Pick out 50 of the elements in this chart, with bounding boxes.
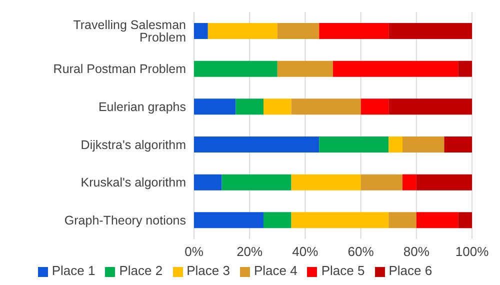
x-tick-label: 0% (184, 244, 204, 260)
bar (264, 98, 292, 115)
bar (291, 212, 389, 228)
x-tick-label: 20% (236, 244, 264, 260)
bar (402, 136, 444, 152)
bar (264, 212, 292, 228)
legend-label: Place 4 (254, 263, 298, 278)
x-tick-label: 100% (455, 244, 490, 260)
bar (291, 174, 361, 190)
bar (291, 98, 361, 115)
bar (333, 60, 458, 77)
bar (388, 98, 472, 115)
legend-label: Place 3 (186, 263, 230, 278)
x-tick-label: 60% (348, 244, 374, 260)
bar (360, 174, 402, 190)
y-tick-label: Rural Postman Problem (53, 62, 186, 76)
bar (194, 23, 208, 39)
bar (194, 60, 278, 77)
bar (444, 136, 472, 152)
legend-label: Place 2 (119, 263, 163, 278)
bar (319, 136, 389, 152)
bar (194, 174, 222, 190)
legend-label: Place 1 (52, 263, 96, 278)
x-tick-label: 80% (403, 244, 430, 260)
y-tick-label: Eulerian graphs (98, 100, 186, 114)
x-tick-label: 40% (292, 244, 319, 260)
y-tick-label: Dijkstra's algorithm (80, 138, 186, 152)
bar (388, 23, 472, 39)
bar (388, 212, 416, 228)
bar (194, 136, 320, 152)
bar (319, 23, 389, 39)
bar (388, 136, 402, 152)
y-tick-label: Kruskal's algorithm (80, 176, 186, 190)
bar (416, 212, 458, 228)
legend-label: Place 6 (388, 263, 432, 278)
bar (402, 174, 416, 190)
bar (360, 98, 389, 115)
bar (416, 174, 472, 190)
y-tick-label: Travelling Salesman Problem (73, 18, 186, 45)
bar (458, 60, 472, 77)
bar (236, 98, 264, 115)
y-tick-label: Graph-Theory notions (64, 214, 186, 228)
legend-label: Place 5 (321, 263, 365, 278)
bar (277, 23, 320, 39)
bar (458, 212, 472, 228)
bar (222, 174, 292, 190)
bar (194, 98, 236, 115)
bar (208, 23, 278, 39)
bar (194, 212, 264, 228)
bar (277, 60, 333, 77)
